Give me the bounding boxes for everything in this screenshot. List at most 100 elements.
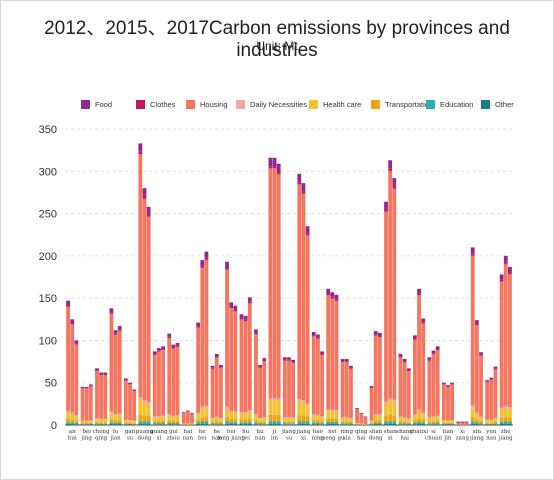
- x-tick-label: lin: [271, 436, 279, 442]
- legend-item-daily-necessities[interactable]: Daily Necessities: [236, 100, 307, 109]
- bar-segment: [258, 364, 262, 368]
- bar-segment: [479, 352, 483, 355]
- x-tick-label: xi: [388, 436, 393, 442]
- bar-segment: [421, 322, 426, 324]
- bar-segment: [406, 368, 411, 371]
- bar-segment: [305, 233, 310, 236]
- bar-segment: [398, 417, 403, 422]
- bar-segment: [349, 418, 353, 423]
- bar-segment: [272, 168, 277, 398]
- legend-swatch: [81, 100, 90, 109]
- bar-segment: [74, 343, 79, 345]
- bar-segment: [435, 423, 440, 425]
- bar-segment: [99, 424, 104, 425]
- bar-segment: [431, 423, 436, 425]
- legend-item-health-care[interactable]: Health care: [309, 100, 361, 109]
- legend-item-housing[interactable]: Housing: [186, 100, 228, 109]
- bar-segment: [326, 411, 331, 419]
- bar-segment: [493, 423, 498, 425]
- bar-segment: [499, 409, 504, 418]
- bar-segment: [74, 340, 79, 344]
- bar-segment: [214, 357, 219, 417]
- bar-segment: [161, 424, 165, 425]
- bar-segment: [276, 421, 281, 424]
- bar-segment: [305, 235, 310, 404]
- legend-item-education[interactable]: Education: [426, 100, 473, 109]
- bar-segment: [435, 421, 440, 424]
- bar-segment: [254, 333, 258, 414]
- bar-segment: [132, 424, 137, 425]
- bar-segment: [326, 293, 331, 296]
- bar-segment: [185, 410, 190, 412]
- bar-segment: [175, 424, 180, 425]
- x-tick-label: he: [199, 429, 206, 435]
- bar-segment: [503, 405, 508, 408]
- bar-segment: [301, 399, 306, 403]
- bar-segment: [431, 354, 436, 417]
- bar-segment: [316, 415, 320, 421]
- legend: Food Clothes Housing Daily Necessities Healt…: [81, 100, 521, 112]
- bar-segment: [200, 417, 205, 422]
- bar-segment: [88, 423, 93, 425]
- bar-segment: [161, 415, 165, 417]
- legend-item-other[interactable]: Other: [481, 100, 514, 109]
- bar-segment: [435, 415, 440, 417]
- bar-segment: [138, 397, 143, 400]
- x-tick-label: hai: [400, 436, 409, 442]
- bar-segment: [200, 408, 205, 418]
- bar-segment: [344, 362, 349, 418]
- bar-segment: [427, 417, 432, 422]
- bar-segment: [402, 417, 407, 419]
- bar-segment: [460, 422, 465, 425]
- bar-segment: [282, 423, 287, 425]
- bar-segment: [287, 357, 291, 360]
- bar-segment: [272, 414, 277, 422]
- bar-segment: [417, 421, 421, 424]
- bar-segment: [388, 170, 393, 399]
- bar-segment: [103, 424, 108, 425]
- bar-segment: [355, 408, 360, 409]
- bar-segment: [427, 423, 432, 425]
- bar-segment: [311, 335, 316, 337]
- bar-segment: [479, 423, 483, 425]
- bar-segment: [109, 411, 114, 413]
- bar-segment: [508, 266, 512, 273]
- bar-segment: [84, 388, 89, 421]
- x-tick-label: he: [213, 429, 220, 435]
- x-tick-label: jing: [80, 436, 92, 442]
- legend-item-food[interactable]: Food: [81, 100, 112, 109]
- bar-segment: [171, 420, 176, 423]
- bar-segment: [229, 308, 234, 411]
- bar-segment: [450, 423, 455, 425]
- bar-segment: [99, 375, 104, 419]
- bar-segment: [128, 382, 132, 385]
- bar-segment: [66, 305, 70, 307]
- bar-segment: [254, 329, 258, 333]
- bar-segment: [402, 424, 407, 425]
- y-tick-label: 200: [39, 251, 57, 263]
- bar-segment: [384, 403, 388, 416]
- legend-item-clothes[interactable]: Clothes: [136, 100, 175, 109]
- bar-segment: [142, 421, 147, 424]
- bar-segment: [272, 166, 277, 169]
- bar-segment: [297, 173, 302, 183]
- legend-item-transportation[interactable]: Transportation: [371, 100, 433, 109]
- bar-segment: [316, 338, 320, 415]
- bar-segment: [80, 424, 85, 425]
- bar-segment: [109, 423, 114, 425]
- bar-segment: [334, 410, 339, 412]
- bar-segment: [200, 265, 205, 268]
- bar-segment: [349, 423, 353, 425]
- bar-segment: [441, 420, 446, 423]
- bar-segment: [171, 415, 176, 417]
- bar-segment: [128, 423, 132, 425]
- bar-segment: [123, 380, 128, 381]
- bar-segment: [190, 413, 194, 415]
- legend-label: Education: [440, 100, 474, 109]
- bar-segment: [167, 414, 172, 416]
- bar-segment: [435, 350, 440, 416]
- bar-segment: [311, 331, 316, 336]
- bar-segment: [157, 348, 161, 351]
- x-tick-label: jiang: [281, 429, 296, 435]
- bar-segment: [464, 421, 469, 423]
